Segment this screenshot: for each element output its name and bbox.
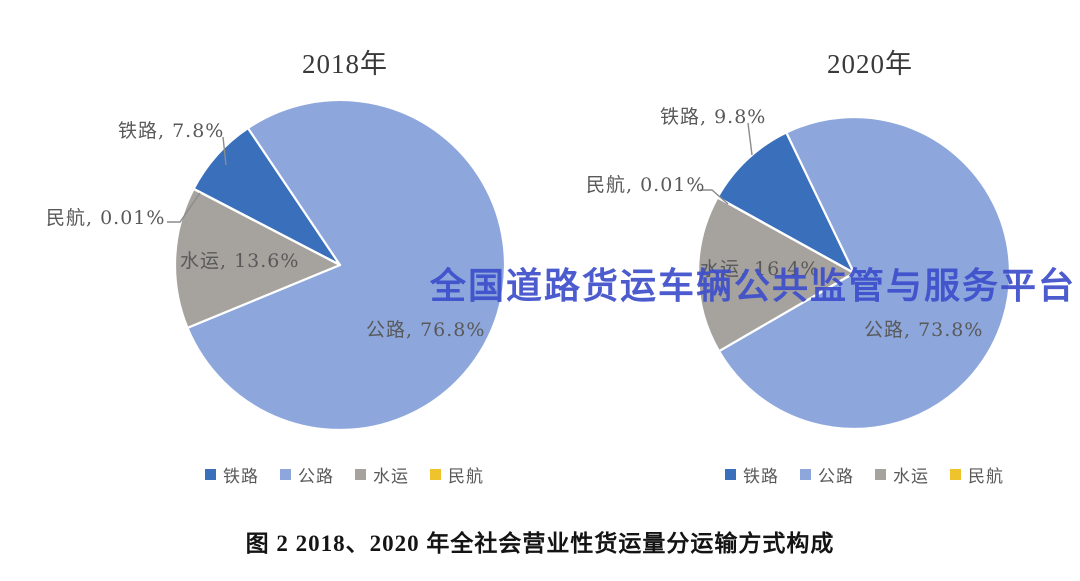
leader-line-railway-2020 bbox=[747, 122, 753, 156]
railway-legend-swatch bbox=[725, 469, 736, 480]
legend-item-road: 公路 bbox=[800, 462, 854, 487]
legend-label: 水运 bbox=[893, 467, 929, 487]
legend-label: 民航 bbox=[968, 467, 1004, 487]
legend-item-water: 水运 bbox=[355, 462, 409, 487]
data-label-aviation-2018: 民航, 0.01% bbox=[46, 207, 166, 229]
legend-label: 水运 bbox=[373, 467, 409, 487]
pie-slice-0 bbox=[716, 131, 856, 275]
railway-legend-swatch bbox=[205, 469, 216, 480]
legend-label: 公路 bbox=[298, 467, 334, 487]
legend-label: 铁路 bbox=[223, 467, 259, 487]
legend-item-railway: 铁路 bbox=[725, 462, 779, 487]
legend-2018: 铁路 公路 水运 民航 bbox=[205, 462, 484, 487]
water-legend-swatch bbox=[355, 469, 366, 480]
legend-item-railway: 铁路 bbox=[205, 462, 259, 487]
pie-slice-1 bbox=[186, 98, 507, 432]
watermark-text: 全国道路货运车辆公共监管与服务平台 bbox=[430, 266, 1077, 307]
road-legend-swatch bbox=[800, 469, 811, 480]
legend-label: 民航 bbox=[448, 467, 484, 487]
pie-title-2020: 2020年 bbox=[827, 49, 913, 79]
pie-title-2018: 2018年 bbox=[302, 49, 388, 79]
legend-label: 铁路 bbox=[743, 467, 779, 487]
water-legend-swatch bbox=[875, 469, 886, 480]
legend-item-aviation: 民航 bbox=[430, 462, 484, 487]
leader-line-aviation-2018 bbox=[167, 192, 201, 223]
leader-line-railway-2018 bbox=[222, 136, 227, 166]
legend-item-road: 公路 bbox=[280, 462, 334, 487]
road-legend-swatch bbox=[280, 469, 291, 480]
data-label-road-2018: 公路, 76.8% bbox=[366, 319, 486, 341]
legend-2020: 铁路 公路 水运 民航 bbox=[725, 462, 1004, 487]
pie-chart-2018 bbox=[167, 98, 507, 432]
leader-line-aviation-2020 bbox=[700, 189, 729, 205]
pie-slice-1 bbox=[717, 115, 1012, 431]
aviation-legend-swatch bbox=[430, 469, 441, 480]
pie-slice-3 bbox=[192, 187, 342, 267]
pie-slice-2 bbox=[173, 187, 342, 329]
data-label-railway-2018: 铁路, 7.8% bbox=[118, 120, 225, 142]
data-label-aviation-2020: 民航, 0.01% bbox=[586, 174, 706, 196]
data-label-road-2020: 公路, 73.8% bbox=[864, 319, 984, 341]
legend-label: 公路 bbox=[818, 467, 854, 487]
pie-slice-3 bbox=[716, 196, 856, 275]
legend-item-aviation: 民航 bbox=[950, 462, 1004, 487]
aviation-legend-swatch bbox=[950, 469, 961, 480]
data-label-water-2018: 水运, 13.6% bbox=[180, 250, 300, 272]
pie-slice-2 bbox=[696, 196, 856, 353]
data-label-railway-2020: 铁路, 9.8% bbox=[660, 106, 767, 128]
data-label-water-2020: 水运, 16.4% bbox=[700, 258, 820, 280]
legend-item-water: 水运 bbox=[875, 462, 929, 487]
figure-caption: 图 2 2018、2020 年全社会营业性货运量分运输方式构成 bbox=[245, 531, 835, 556]
pie-chart-2020 bbox=[696, 115, 1012, 431]
